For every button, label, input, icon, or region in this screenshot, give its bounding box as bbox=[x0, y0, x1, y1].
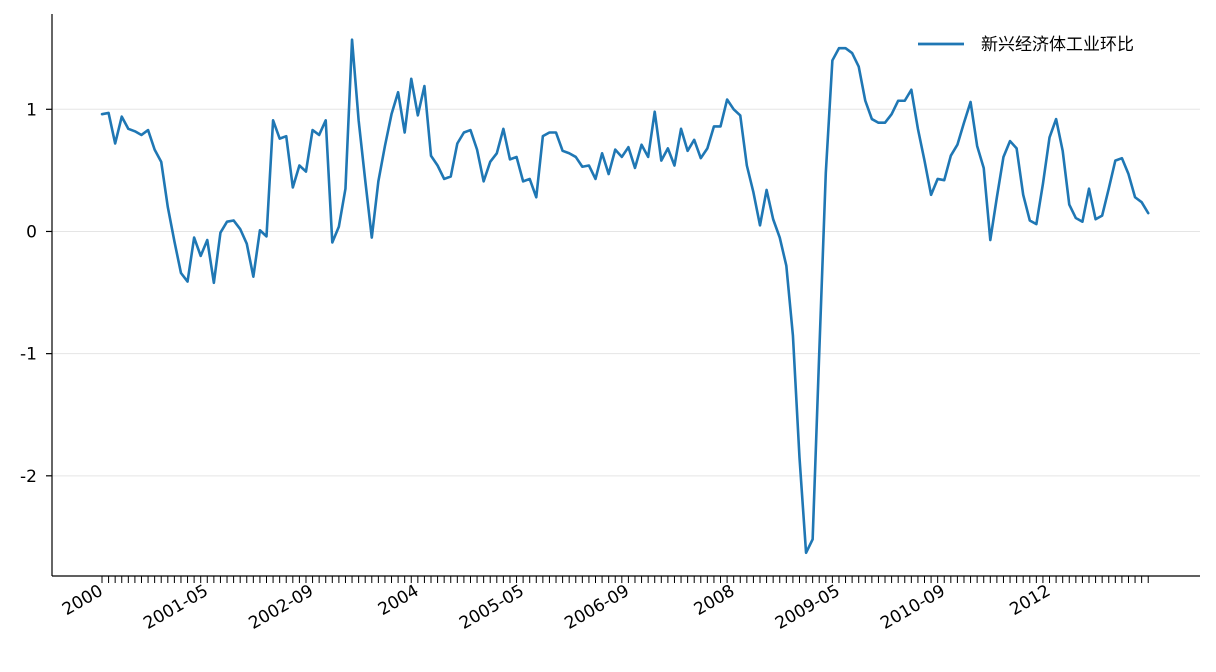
x-tick-label: 2002-09 bbox=[246, 581, 318, 634]
y-tick-label: -2 bbox=[20, 467, 37, 487]
y-tick-label: 1 bbox=[26, 100, 37, 120]
y-axis-ticks: 1 0 -1 -2 bbox=[20, 100, 52, 487]
x-tick-label: 2006-09 bbox=[561, 581, 633, 634]
x-tick-label: 2000 bbox=[59, 581, 106, 620]
y-tick-label: 0 bbox=[26, 222, 37, 242]
grid-lines bbox=[52, 108, 1200, 477]
x-tick-label: 2004 bbox=[375, 581, 422, 620]
x-tick-label: 2008 bbox=[691, 581, 738, 620]
x-tick-label: 2005-05 bbox=[456, 581, 528, 634]
x-tick-label: 2009-05 bbox=[772, 581, 844, 634]
y-tick-label: -1 bbox=[20, 345, 37, 365]
axes bbox=[51, 14, 1200, 577]
x-tick-label: 2012 bbox=[1007, 581, 1054, 620]
x-axis-ticks: 2000 2001-05 2002-09 2004 2005-05 2006-09 2008… bbox=[59, 576, 1149, 634]
legend: 新兴经济体工业环比 bbox=[918, 35, 1134, 55]
series-line bbox=[100, 38, 1150, 555]
x-tick-label: 2010-09 bbox=[877, 581, 949, 634]
series-layer bbox=[100, 38, 1150, 555]
legend-label: 新兴经济体工业环比 bbox=[981, 35, 1134, 55]
x-tick-label: 2001-05 bbox=[140, 581, 212, 634]
